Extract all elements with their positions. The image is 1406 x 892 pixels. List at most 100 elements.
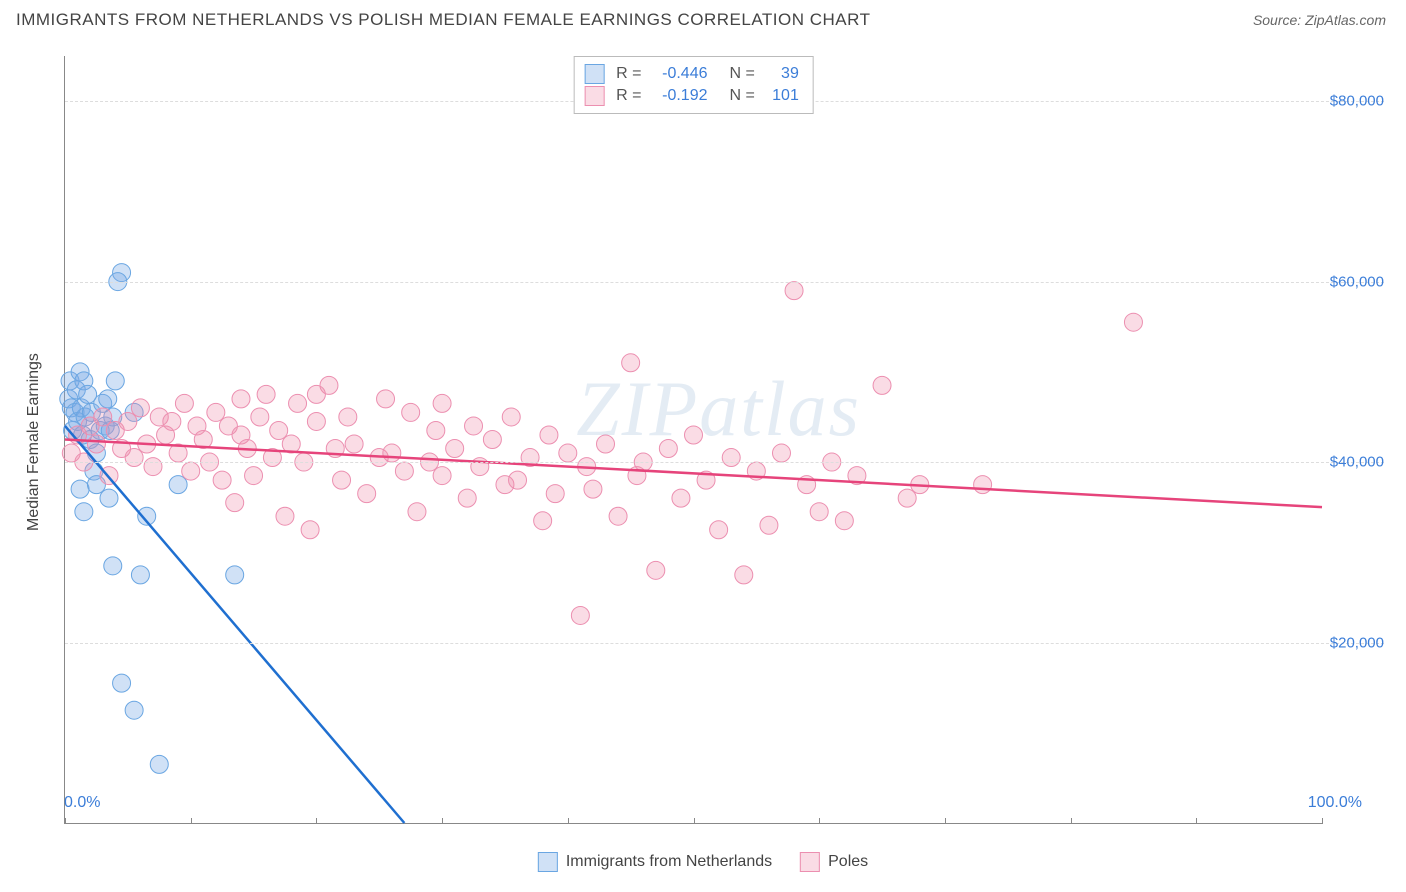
x-tick xyxy=(316,818,317,824)
data-point-poles xyxy=(571,606,589,624)
data-point-poles xyxy=(446,440,464,458)
data-point-netherlands xyxy=(71,480,89,498)
data-point-poles xyxy=(276,507,294,525)
data-point-poles xyxy=(383,444,401,462)
source-attribution: Source: ZipAtlas.com xyxy=(1253,12,1386,28)
data-point-netherlands xyxy=(104,557,122,575)
data-point-poles xyxy=(144,458,162,476)
gridline xyxy=(65,462,1384,463)
data-point-poles xyxy=(772,444,790,462)
data-point-poles xyxy=(395,462,413,480)
x-tick xyxy=(1322,818,1323,824)
data-point-poles xyxy=(785,282,803,300)
data-point-poles xyxy=(597,435,615,453)
data-point-poles xyxy=(433,394,451,412)
data-point-poles xyxy=(502,408,520,426)
x-tick xyxy=(1071,818,1072,824)
x-tick xyxy=(819,818,820,824)
x-axis-min-label: 0.0% xyxy=(64,794,100,812)
data-point-poles xyxy=(301,521,319,539)
data-point-netherlands xyxy=(106,372,124,390)
x-tick xyxy=(1196,818,1197,824)
series-legend: Immigrants from Netherlands Poles xyxy=(538,852,868,872)
r-value-poles: -0.192 xyxy=(650,85,708,107)
data-point-poles xyxy=(685,426,703,444)
data-point-netherlands xyxy=(75,503,93,521)
x-tick xyxy=(442,818,443,824)
data-point-poles xyxy=(251,408,269,426)
data-point-poles xyxy=(207,403,225,421)
data-point-netherlands xyxy=(100,489,118,507)
data-point-poles xyxy=(710,521,728,539)
data-point-poles xyxy=(722,449,740,467)
data-point-netherlands xyxy=(169,476,187,494)
data-point-poles xyxy=(559,444,577,462)
plot-region: R = -0.446 N = 39 R = -0.192 N = 101 ZIP… xyxy=(64,56,1322,824)
data-point-poles xyxy=(307,412,325,430)
n-value-netherlands: 39 xyxy=(763,63,799,85)
data-point-poles xyxy=(427,421,445,439)
y-axis-title: Median Female Earnings xyxy=(25,353,43,531)
data-point-poles xyxy=(735,566,753,584)
y-tick-label: $20,000 xyxy=(1326,634,1384,651)
chart-title: IMMIGRANTS FROM NETHERLANDS VS POLISH ME… xyxy=(16,10,870,30)
n-value-poles: 101 xyxy=(763,85,799,107)
x-tick xyxy=(65,818,66,824)
data-point-netherlands xyxy=(125,701,143,719)
legend-item-netherlands: Immigrants from Netherlands xyxy=(538,852,772,872)
data-point-poles xyxy=(540,426,558,444)
data-point-poles xyxy=(232,390,250,408)
data-point-poles xyxy=(226,494,244,512)
data-point-poles xyxy=(974,476,992,494)
data-point-poles xyxy=(609,507,627,525)
x-tick xyxy=(191,818,192,824)
data-point-netherlands xyxy=(226,566,244,584)
x-tick xyxy=(568,818,569,824)
data-point-poles xyxy=(898,489,916,507)
stats-legend: R = -0.446 N = 39 R = -0.192 N = 101 xyxy=(573,56,814,114)
x-axis-max-label: 100.0% xyxy=(1308,794,1362,812)
data-point-poles xyxy=(873,376,891,394)
data-point-poles xyxy=(647,561,665,579)
data-point-poles xyxy=(163,412,181,430)
data-point-poles xyxy=(546,485,564,503)
data-point-poles xyxy=(213,471,231,489)
data-point-poles xyxy=(433,467,451,485)
data-point-netherlands xyxy=(113,674,131,692)
data-point-netherlands xyxy=(150,755,168,773)
data-point-poles xyxy=(131,399,149,417)
swatch-netherlands xyxy=(538,852,558,872)
data-point-poles xyxy=(182,462,200,480)
data-point-poles xyxy=(270,421,288,439)
data-point-poles xyxy=(245,467,263,485)
y-tick-label: $80,000 xyxy=(1326,93,1384,110)
stats-row-poles: R = -0.192 N = 101 xyxy=(584,85,799,107)
data-point-poles xyxy=(289,394,307,412)
stats-row-netherlands: R = -0.446 N = 39 xyxy=(584,63,799,85)
data-point-poles xyxy=(87,435,105,453)
y-tick-label: $60,000 xyxy=(1326,273,1384,290)
data-point-poles xyxy=(358,485,376,503)
data-point-poles xyxy=(119,412,137,430)
gridline xyxy=(65,643,1384,644)
swatch-poles xyxy=(584,86,604,106)
data-point-netherlands xyxy=(99,390,117,408)
data-point-poles xyxy=(534,512,552,530)
data-point-poles xyxy=(483,431,501,449)
data-point-poles xyxy=(402,403,420,421)
x-tick xyxy=(694,818,695,824)
legend-item-poles: Poles xyxy=(800,852,868,872)
data-point-poles xyxy=(659,440,677,458)
data-point-poles xyxy=(810,503,828,521)
swatch-netherlands xyxy=(584,64,604,84)
data-point-poles xyxy=(622,354,640,372)
gridline xyxy=(65,282,1384,283)
data-point-poles xyxy=(760,516,778,534)
data-point-poles xyxy=(509,471,527,489)
data-point-poles xyxy=(257,385,275,403)
data-point-poles xyxy=(465,417,483,435)
data-point-poles xyxy=(584,480,602,498)
data-point-poles xyxy=(345,435,363,453)
data-point-poles xyxy=(408,503,426,521)
data-point-poles xyxy=(377,390,395,408)
